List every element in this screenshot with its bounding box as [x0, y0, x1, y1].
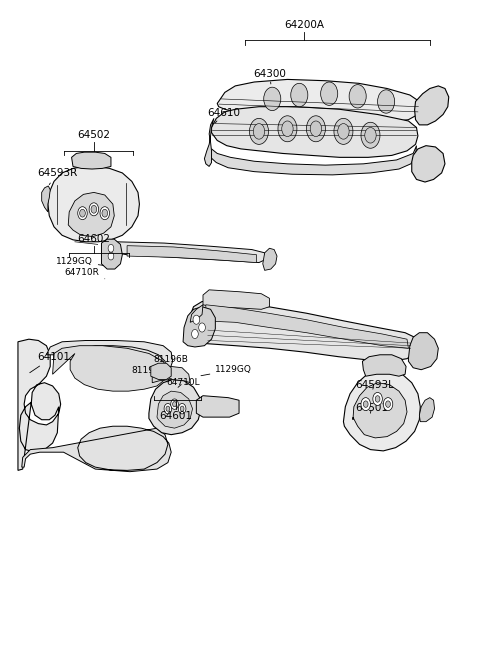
Polygon shape	[127, 246, 257, 263]
Polygon shape	[149, 379, 201, 435]
Polygon shape	[101, 239, 122, 269]
Polygon shape	[190, 305, 203, 322]
Text: 64101: 64101	[30, 352, 70, 373]
Text: 64601: 64601	[159, 411, 192, 421]
Polygon shape	[420, 398, 434, 422]
Circle shape	[334, 119, 353, 144]
Circle shape	[173, 402, 177, 407]
Text: 64610: 64610	[207, 108, 240, 123]
Polygon shape	[151, 364, 171, 379]
Text: 64593L: 64593L	[355, 380, 394, 390]
Polygon shape	[48, 166, 139, 242]
Circle shape	[102, 210, 108, 217]
Polygon shape	[353, 383, 407, 438]
Circle shape	[361, 122, 380, 148]
Circle shape	[282, 121, 293, 136]
Circle shape	[164, 403, 172, 414]
Text: 64501: 64501	[355, 403, 388, 413]
Polygon shape	[152, 366, 190, 383]
Polygon shape	[22, 426, 171, 472]
Text: 64710R: 64710R	[64, 268, 105, 279]
Polygon shape	[217, 79, 421, 123]
Circle shape	[91, 206, 96, 213]
Polygon shape	[412, 145, 445, 182]
Circle shape	[321, 82, 338, 105]
Text: 64710L: 64710L	[167, 378, 200, 387]
Circle shape	[78, 207, 87, 219]
Circle shape	[384, 398, 393, 411]
Circle shape	[291, 83, 308, 107]
Text: 64502: 64502	[77, 130, 110, 140]
Text: 64300: 64300	[253, 69, 286, 84]
Polygon shape	[157, 391, 192, 428]
Text: 81196B: 81196B	[154, 356, 189, 367]
Circle shape	[179, 403, 186, 414]
Polygon shape	[408, 333, 438, 369]
Polygon shape	[109, 242, 266, 263]
Circle shape	[253, 124, 264, 139]
Circle shape	[310, 121, 322, 136]
Text: 64200A: 64200A	[284, 20, 324, 30]
Circle shape	[373, 392, 383, 405]
Circle shape	[264, 87, 281, 111]
Polygon shape	[209, 145, 417, 175]
Circle shape	[306, 116, 325, 141]
Circle shape	[363, 401, 368, 407]
Circle shape	[171, 399, 179, 409]
Polygon shape	[263, 248, 277, 271]
Circle shape	[80, 210, 85, 217]
Polygon shape	[188, 301, 417, 362]
Polygon shape	[53, 346, 168, 391]
Polygon shape	[72, 152, 111, 169]
Polygon shape	[42, 186, 50, 212]
Text: 64602: 64602	[77, 234, 110, 244]
Polygon shape	[203, 290, 269, 309]
Circle shape	[278, 116, 297, 141]
Text: 81195E: 81195E	[132, 366, 166, 375]
Polygon shape	[204, 119, 214, 166]
Polygon shape	[212, 107, 418, 157]
Circle shape	[378, 90, 395, 113]
Circle shape	[192, 329, 198, 339]
Circle shape	[108, 244, 114, 252]
Circle shape	[199, 323, 205, 332]
Circle shape	[375, 396, 380, 402]
Circle shape	[100, 207, 109, 219]
Text: 64593R: 64593R	[37, 168, 77, 185]
Circle shape	[361, 398, 371, 411]
Polygon shape	[415, 86, 449, 125]
Circle shape	[349, 84, 366, 108]
Circle shape	[193, 315, 200, 324]
Polygon shape	[362, 355, 406, 376]
Text: 1129GQ: 1129GQ	[201, 365, 252, 376]
Polygon shape	[196, 396, 239, 417]
Polygon shape	[47, 341, 173, 384]
Polygon shape	[68, 193, 114, 236]
Circle shape	[338, 124, 349, 139]
Circle shape	[166, 406, 170, 411]
Circle shape	[365, 128, 376, 143]
Circle shape	[108, 252, 114, 260]
Polygon shape	[18, 339, 60, 470]
Circle shape	[89, 203, 98, 215]
Polygon shape	[343, 369, 420, 451]
Polygon shape	[206, 305, 408, 348]
Circle shape	[180, 406, 184, 411]
Polygon shape	[183, 307, 216, 347]
Text: 1129GQ: 1129GQ	[56, 257, 104, 266]
Circle shape	[385, 401, 390, 407]
Circle shape	[250, 119, 268, 144]
